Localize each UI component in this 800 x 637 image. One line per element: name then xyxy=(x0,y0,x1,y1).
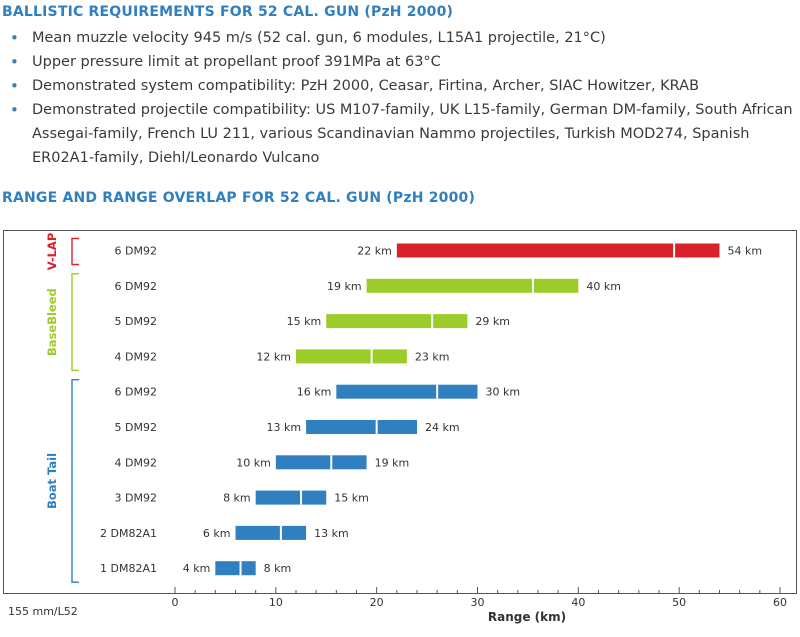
row-label: 2 DM82A1 xyxy=(100,527,157,540)
x-tick-label: 30 xyxy=(471,596,485,609)
section-title-ballistic: BALLISTIC REQUIREMENTS FOR 52 CAL. GUN (… xyxy=(2,4,454,20)
requirement-item: Upper pressure limit at propellant proof… xyxy=(10,50,795,74)
x-tick-label: 60 xyxy=(773,596,787,609)
range-chart: V-LAP BaseBleed Boat Tail 6 DM92 22 km 54 km 6… xyxy=(3,230,797,624)
range-bar xyxy=(336,384,478,399)
chart-frame xyxy=(3,230,797,594)
group-bracket xyxy=(71,237,79,266)
min-range-label: 15 km xyxy=(287,315,322,328)
row-label: 4 DM92 xyxy=(115,456,157,469)
range-bar xyxy=(396,243,720,258)
range-bar xyxy=(235,525,307,540)
range-bar xyxy=(366,278,579,293)
min-range-label: 12 km xyxy=(256,350,291,363)
min-range-label: 16 km xyxy=(297,386,332,399)
row-label: 5 DM92 xyxy=(115,421,157,434)
max-range-label: 13 km xyxy=(314,527,349,540)
group-label: V-LAP xyxy=(45,233,59,271)
requirements-list: Mean muzzle velocity 945 m/s (52 cal. gu… xyxy=(10,26,795,170)
row-label: 6 DM92 xyxy=(115,386,157,399)
range-bar xyxy=(215,561,256,576)
row-label: 6 DM92 xyxy=(115,245,157,258)
group-bracket xyxy=(71,379,79,583)
x-tick-label: 10 xyxy=(269,596,283,609)
range-bar xyxy=(296,349,407,364)
row-label: 1 DM82A1 xyxy=(100,562,157,575)
min-range-label: 19 km xyxy=(327,280,362,293)
x-axis-label: Range (km) xyxy=(488,610,566,624)
max-range-label: 15 km xyxy=(334,492,369,505)
min-range-label: 13 km xyxy=(266,421,301,434)
row-label: 5 DM92 xyxy=(115,315,157,328)
x-tick-label: 40 xyxy=(571,596,585,609)
x-tick-label: 50 xyxy=(672,596,686,609)
max-range-label: 8 km xyxy=(264,562,292,575)
requirement-item: Mean muzzle velocity 945 m/s (52 cal. gu… xyxy=(10,26,795,50)
min-range-label: 10 km xyxy=(236,456,271,469)
range-bar xyxy=(306,420,417,434)
group-label: BaseBleed xyxy=(45,288,59,356)
x-tick-label: 0 xyxy=(172,596,179,609)
range-bar xyxy=(275,455,367,470)
max-range-label: 40 km xyxy=(586,280,621,293)
min-range-label: 6 km xyxy=(203,527,231,540)
min-range-label: 8 km xyxy=(223,492,251,505)
requirement-item: Demonstrated projectile compatibility: U… xyxy=(10,98,795,170)
requirement-item: Demonstrated system compatibility: PzH 2… xyxy=(10,74,795,98)
max-range-label: 29 km xyxy=(475,315,510,328)
max-range-label: 30 km xyxy=(486,386,521,399)
max-range-label: 24 km xyxy=(425,421,460,434)
group-label: Boat Tail xyxy=(45,453,59,509)
range-bar xyxy=(326,314,468,329)
section-title-range: RANGE AND RANGE OVERLAP FOR 52 CAL. GUN … xyxy=(2,190,476,206)
x-tick-label: 20 xyxy=(370,596,384,609)
max-range-label: 23 km xyxy=(415,350,450,363)
row-label: 3 DM92 xyxy=(115,492,157,505)
max-range-label: 54 km xyxy=(728,245,763,258)
row-label: 6 DM92 xyxy=(115,280,157,293)
caliber-label: 155 mm/L52 xyxy=(8,605,78,618)
row-label: 4 DM92 xyxy=(115,350,157,363)
max-range-label: 19 km xyxy=(375,456,410,469)
range-bar xyxy=(255,490,327,505)
min-range-label: 4 km xyxy=(183,562,211,575)
group-bracket xyxy=(71,273,79,372)
min-range-label: 22 km xyxy=(357,245,392,258)
